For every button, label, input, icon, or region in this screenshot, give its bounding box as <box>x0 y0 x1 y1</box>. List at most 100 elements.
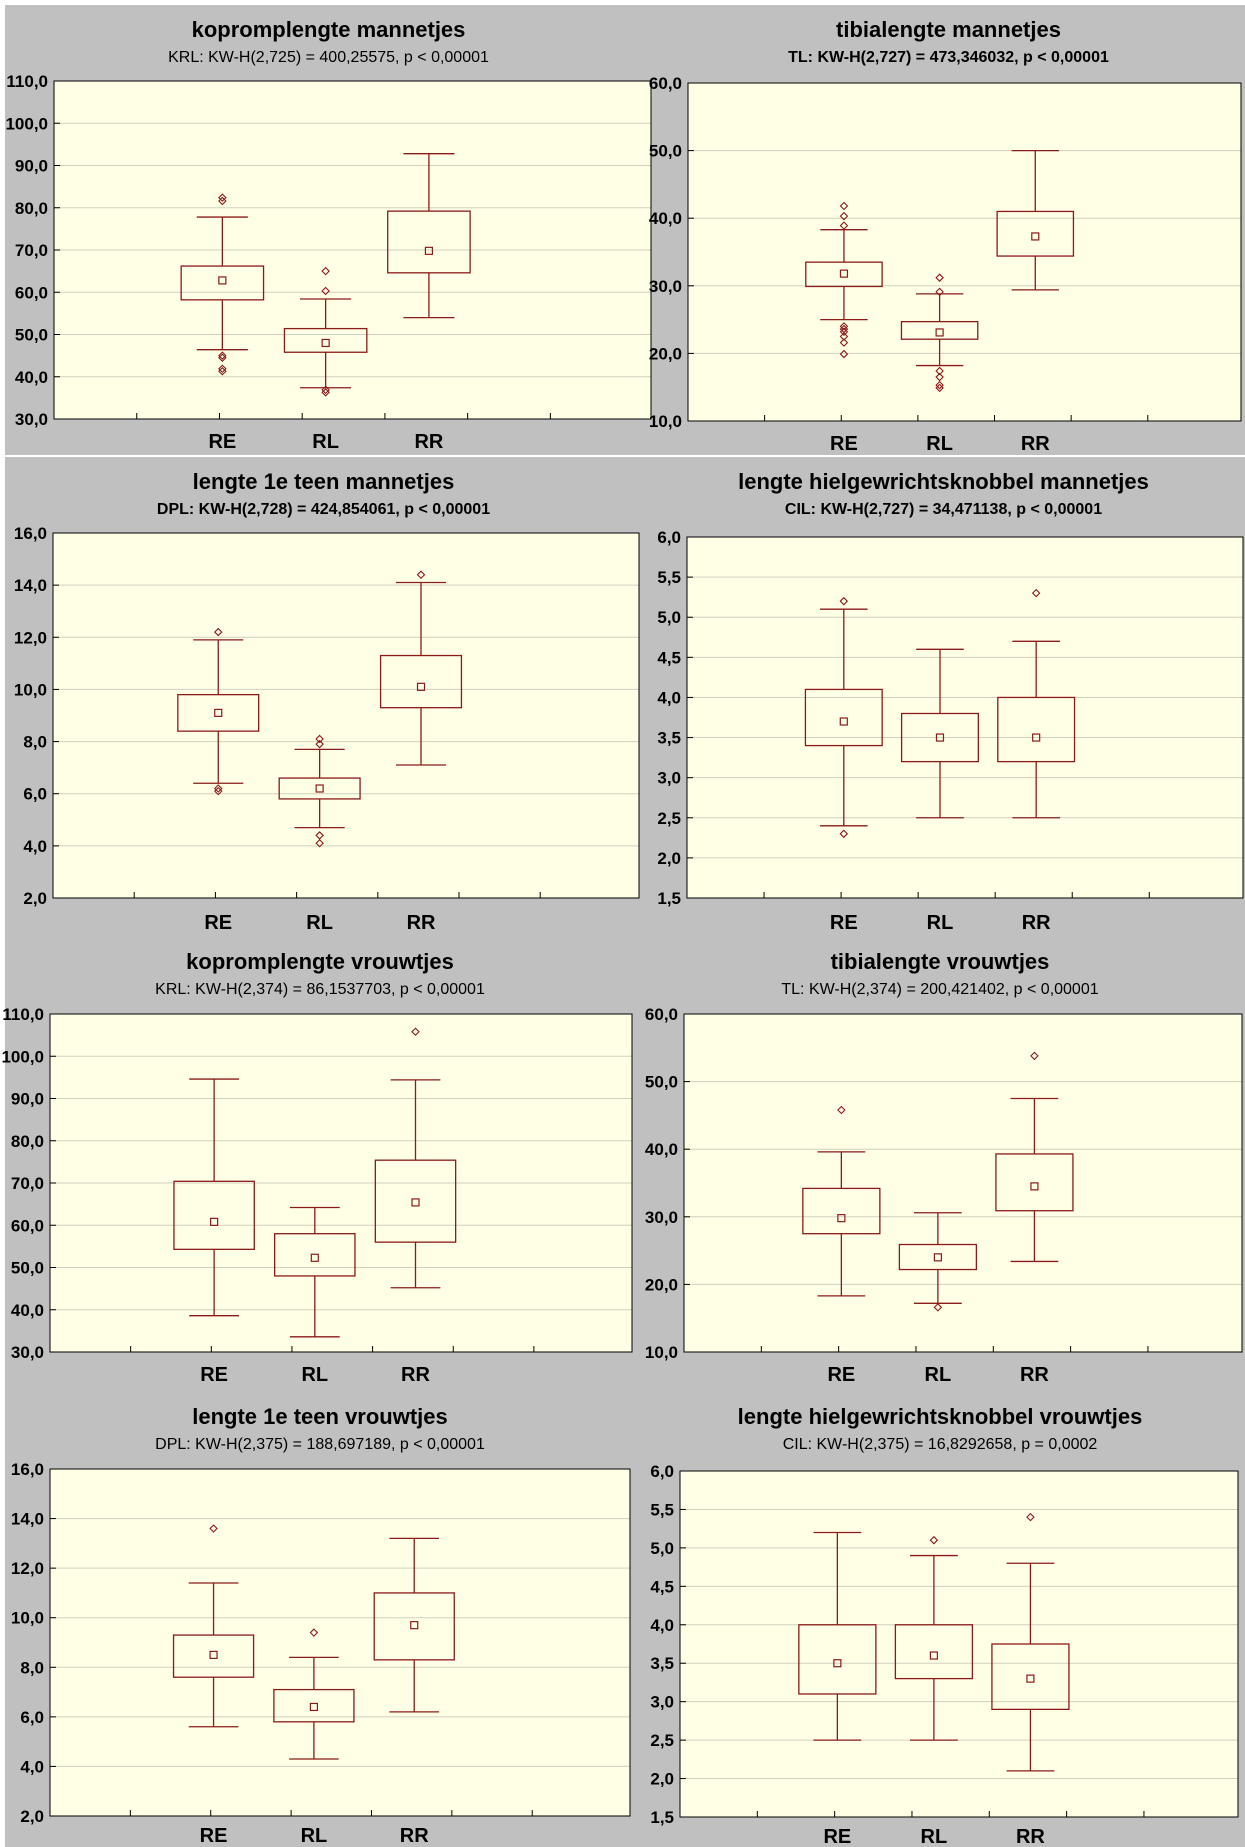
y-tick-label: 14,0 <box>14 576 47 595</box>
iqr-box <box>387 210 471 274</box>
box-RL <box>283 266 368 397</box>
plot-frame <box>49 1468 631 1817</box>
outlier-point <box>839 201 849 211</box>
box-plot: 1,5 2,0 2,5 3,0 3,5 4,0 4,5 5,0 5,5 6,0 RE RL RR <box>657 528 1244 934</box>
chart-panel-6: tibialengte vrouwtjes TL: KW-H(2,374) = 2… <box>635 937 1245 1392</box>
box-RL <box>898 1212 978 1312</box>
chart-subtitle: KRL: KW-H(2,374) = 86,1537703, p < 0,000… <box>155 981 485 998</box>
box-plot: 1,5 2,0 2,5 3,0 3,5 4,0 4,5 5,0 5,5 6,0 RE RL RR <box>650 1462 1239 1847</box>
median-marker <box>929 1651 938 1660</box>
median-marker <box>1032 733 1041 742</box>
chart-panel-5: kopromplengte vrouwtjes KRL: KW-H(2,374) … <box>1 937 635 1392</box>
outlier-point <box>309 1628 319 1637</box>
y-tick-label: 5,0 <box>657 608 681 627</box>
outlier-point <box>1031 588 1041 598</box>
y-tick-label: 60,0 <box>11 1216 44 1235</box>
median-marker <box>933 1253 942 1262</box>
median-marker <box>315 784 324 793</box>
plot-area <box>50 1469 630 1816</box>
iqr-box <box>180 265 265 301</box>
median-marker <box>424 246 434 255</box>
chart-title: tibialengte mannetjes <box>836 17 1061 42</box>
y-tick-label: 2,0 <box>650 1770 674 1789</box>
box-plot: 30,0 40,0 50,0 60,0 70,0 80,0 90,0 100,0 110,0 RE… <box>5 72 652 453</box>
y-tick-label: 40,0 <box>649 209 682 228</box>
box-RL <box>900 648 979 819</box>
y-tick-label: 8,0 <box>20 1658 44 1677</box>
chart-subtitle: DPL: KW-H(2,728) = 424,854061, p < 0,000… <box>156 501 491 518</box>
outlier-point <box>315 734 324 744</box>
plot-frame <box>687 82 1242 422</box>
y-tick-label: 2,5 <box>650 1731 674 1750</box>
x-tick-label: RL <box>306 912 333 934</box>
iqr-box <box>997 696 1076 763</box>
box-RL <box>278 734 361 848</box>
y-tick-label: 90,0 <box>15 157 48 176</box>
x-tick-label: RE <box>200 1825 228 1847</box>
chart-panel-3: lengte 1e teen mannetjes DPL: KW-H(2,728)… <box>5 457 642 937</box>
outlier-point <box>321 286 330 296</box>
median-marker <box>410 1621 419 1630</box>
box-RE <box>173 1078 255 1317</box>
median-marker <box>837 1214 846 1223</box>
box-RL <box>273 1628 355 1760</box>
plot-frame <box>49 1013 633 1353</box>
outlier-point <box>839 211 849 221</box>
box-RR <box>991 1512 1070 1772</box>
y-tick-label: 20,0 <box>649 344 682 363</box>
iqr-box <box>802 1187 881 1235</box>
y-tick-label: 90,0 <box>11 1090 44 1109</box>
x-tick-label: RE <box>823 1826 851 1847</box>
box-RR <box>995 1051 1074 1263</box>
y-tick-label: 110,0 <box>2 1005 44 1024</box>
iqr-box <box>173 1180 255 1250</box>
outlier-point <box>839 221 849 230</box>
y-tick-label: 16,0 <box>14 524 47 543</box>
outlier-point <box>218 193 227 202</box>
outlier-point <box>935 366 944 376</box>
x-tick-label: RL <box>925 1364 952 1386</box>
chart-panel-1: kopromplengte mannetjes KRL: KW-H(2,725) … <box>5 5 652 455</box>
box-RR <box>373 1537 455 1713</box>
outlier-point <box>411 1027 420 1037</box>
y-tick-label: 2,5 <box>657 809 681 828</box>
box-RL <box>894 1535 974 1741</box>
iqr-box <box>177 693 260 732</box>
chart-subtitle: CIL: KW-H(2,375) = 16,8292658, p = 0,000… <box>782 1436 1098 1453</box>
box-RE <box>802 1105 881 1297</box>
x-tick-label: RE <box>830 912 858 934</box>
outlier-point <box>218 366 227 376</box>
outlier-point <box>213 786 223 796</box>
median-marker <box>309 1702 318 1712</box>
y-tick-label: 70,0 <box>11 1174 44 1193</box>
iqr-box <box>995 1153 1074 1212</box>
chart-subtitle: TL: KW-H(2,374) = 200,421402, p < 0,0000… <box>781 981 1099 998</box>
outlier-point <box>839 332 849 341</box>
y-tick-label: 80,0 <box>15 199 48 218</box>
outlier-point <box>218 353 227 363</box>
chart-title: lengte 1e teen vrouwtjes <box>192 1404 448 1429</box>
outlier-point <box>935 372 944 382</box>
plot-frame <box>686 536 1244 899</box>
box-RR <box>997 588 1076 819</box>
plot-frame <box>683 1013 1243 1353</box>
median-marker <box>310 1253 319 1262</box>
iqr-box <box>900 712 979 763</box>
outlier-point <box>209 1524 218 1533</box>
median-marker <box>1030 1182 1039 1191</box>
outlier-point <box>839 829 849 839</box>
outlier-point <box>218 364 227 374</box>
y-tick-label: 50,0 <box>649 142 682 161</box>
y-tick-label: 2,0 <box>20 1807 44 1826</box>
iqr-box <box>374 1159 457 1243</box>
plot-frame <box>52 532 640 899</box>
median-marker <box>839 269 849 278</box>
x-tick-label: RL <box>926 433 953 455</box>
y-tick-label: 50,0 <box>15 326 48 345</box>
plot-frame <box>53 80 652 420</box>
outlier-point <box>839 349 849 359</box>
box-RR <box>379 570 463 766</box>
y-tick-label: 10,0 <box>645 1343 678 1362</box>
y-tick-label: 4,0 <box>23 837 47 856</box>
